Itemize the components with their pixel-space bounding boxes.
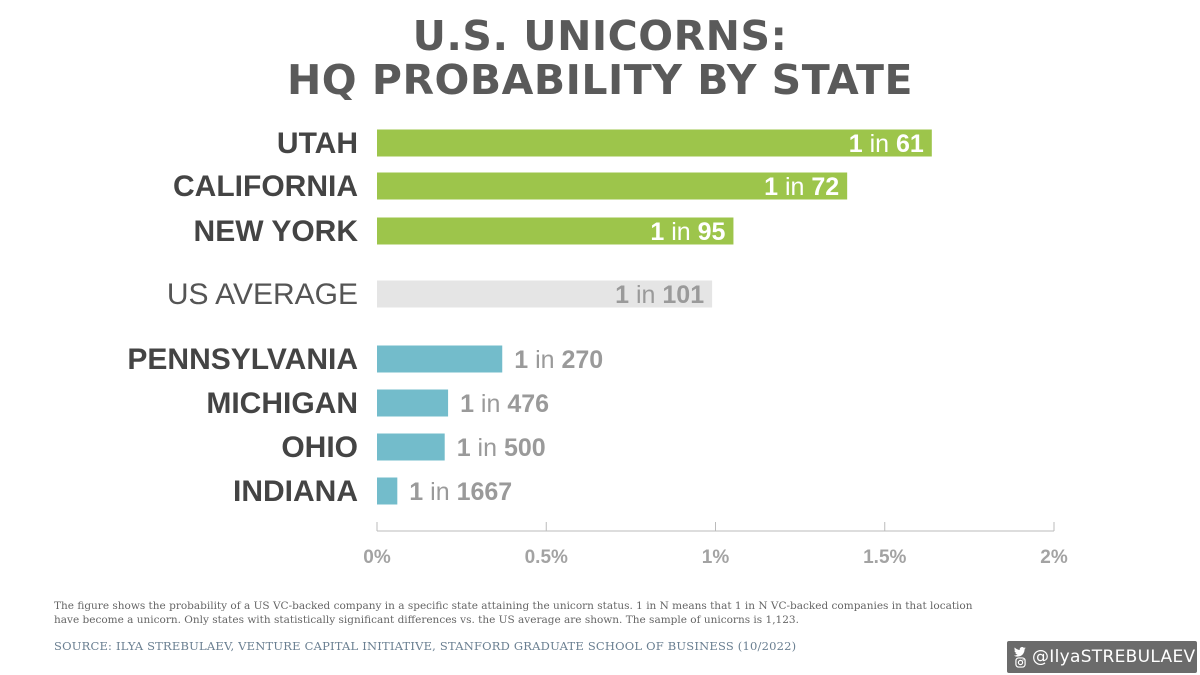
data-label-pennsylvania: 1 in 270 xyxy=(514,346,603,374)
data-label-new-york: 1 in 95 xyxy=(650,218,725,246)
data-label-indiana: 1 in 1667 xyxy=(409,478,512,506)
bar-chart: UTAH 1 in 61 CALIFORNIA 1 in 72 NEW YORK 1 in… xyxy=(127,127,1068,568)
chart-title-line-2: HQ PROBABILITY BY STATE xyxy=(286,56,914,104)
social-handle: @IlyaSTREBULAEV xyxy=(1032,647,1196,667)
social-handle-badge[interactable]: @IlyaSTREBULAEV xyxy=(1007,641,1197,673)
category-label-indiana: INDIANA xyxy=(233,475,358,508)
bar-utah xyxy=(377,129,932,157)
category-label-pennsylvania: PENNSYLVANIA xyxy=(127,343,358,376)
x-tick-label: 0% xyxy=(363,547,391,568)
bar-indiana xyxy=(377,477,398,505)
x-tick-label: 1% xyxy=(702,547,730,568)
x-tick-label: 2% xyxy=(1040,547,1068,568)
social-icons xyxy=(1010,646,1030,668)
bar-california xyxy=(377,172,848,200)
bar-ohio xyxy=(377,433,445,461)
x-tick-label: 1.5% xyxy=(863,547,906,568)
data-label-michigan: 1 in 476 xyxy=(460,390,549,418)
instagram-icon xyxy=(1014,656,1026,668)
data-label-utah: 1 in 61 xyxy=(849,130,924,158)
chart-title-line-1: U.S. UNICORNS: xyxy=(412,12,788,60)
twitter-icon xyxy=(1014,646,1026,657)
bar-michigan xyxy=(377,389,449,417)
bar-new-york xyxy=(377,217,734,245)
category-label-new-york: NEW YORK xyxy=(194,215,359,248)
x-tick-label: 0.5% xyxy=(525,547,568,568)
category-label-us-average: US AVERAGE xyxy=(167,278,358,311)
category-label-california: CALIFORNIA xyxy=(173,170,358,203)
data-label-us-average: 1 in 101 xyxy=(615,281,704,309)
chart-footnote: The figure shows the probability of a US… xyxy=(54,600,973,626)
chart-source: SOURCE: ILYA STREBULAEV, VENTURE CAPITAL… xyxy=(54,639,797,653)
bar-pennsylvania xyxy=(377,345,503,373)
data-label-california: 1 in 72 xyxy=(764,173,839,201)
bar-us-average xyxy=(377,280,713,308)
data-label-ohio: 1 in 500 xyxy=(457,434,546,462)
category-label-michigan: MICHIGAN xyxy=(206,387,358,420)
category-label-ohio: OHIO xyxy=(281,431,358,464)
category-label-utah: UTAH xyxy=(277,127,358,160)
